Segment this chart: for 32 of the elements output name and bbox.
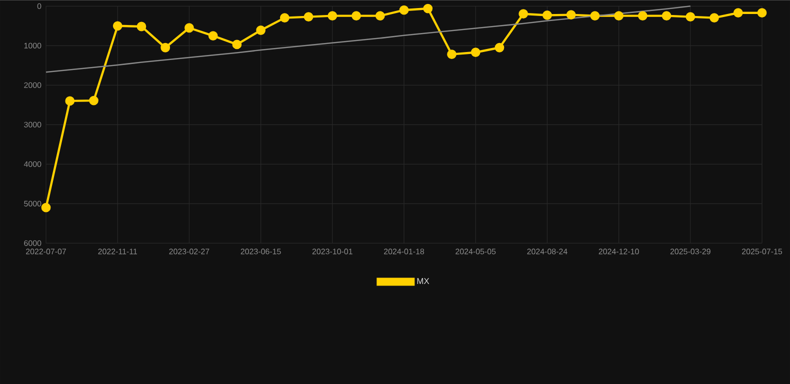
point xyxy=(280,13,290,22)
point xyxy=(733,8,743,18)
point xyxy=(112,21,122,31)
point xyxy=(566,10,576,20)
point xyxy=(160,42,170,52)
point xyxy=(542,10,552,20)
point xyxy=(184,23,194,33)
point xyxy=(65,96,75,106)
point xyxy=(208,31,218,40)
point xyxy=(494,42,504,52)
point xyxy=(757,8,767,18)
point xyxy=(375,11,385,20)
point xyxy=(399,5,409,15)
point xyxy=(638,11,648,20)
point xyxy=(328,11,338,20)
point xyxy=(447,50,456,59)
point xyxy=(423,4,433,14)
point xyxy=(352,11,361,20)
point xyxy=(89,96,98,106)
point xyxy=(590,11,600,20)
point xyxy=(256,25,266,35)
point xyxy=(470,48,480,57)
point xyxy=(662,11,672,20)
point xyxy=(518,9,528,18)
legend-label: MX xyxy=(417,278,430,284)
point xyxy=(136,22,146,32)
point xyxy=(304,12,314,22)
point xyxy=(614,11,624,20)
point xyxy=(710,13,719,22)
point xyxy=(41,202,51,212)
point xyxy=(232,40,242,50)
point xyxy=(686,12,696,22)
